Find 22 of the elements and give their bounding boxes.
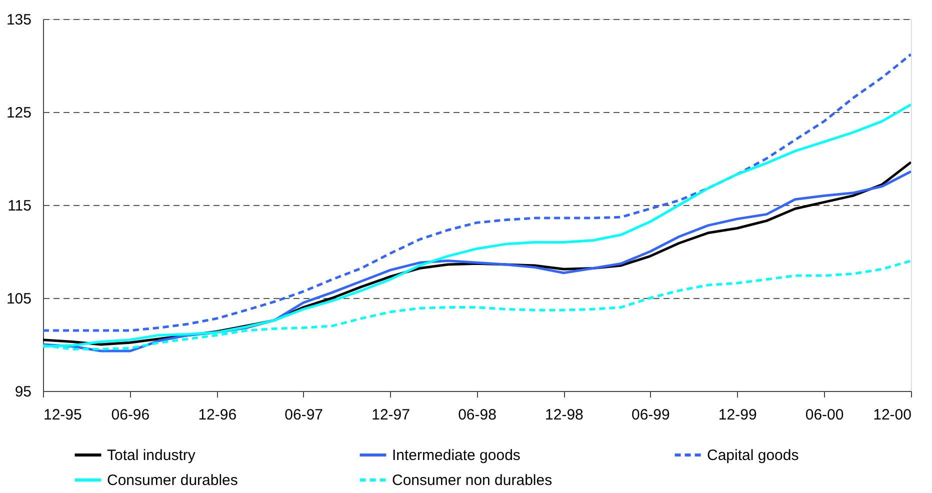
x-tick-label: 12-98 [545, 406, 584, 424]
x-tick-label: 06-98 [458, 406, 496, 424]
legend-label: Total industry [107, 447, 196, 464]
y-tick-label: 95 [14, 384, 32, 400]
x-tick-label: 06-00 [805, 406, 844, 424]
y-tick-label: 135 [6, 12, 32, 28]
x-tick-label: 12-99 [718, 406, 757, 424]
x-tick-label: 06-97 [284, 406, 324, 424]
line-series [43, 53, 911, 332]
x-tick-label: 12-96 [198, 406, 237, 424]
y-tick-label: 125 [6, 104, 32, 122]
y-tick-label: 105 [6, 290, 32, 308]
y-tick-label: 115 [8, 198, 32, 214]
legend-label: Consumer durables [107, 472, 238, 489]
x-tick-label: 06-99 [631, 406, 670, 424]
x-tick-label: 12-00 [873, 406, 912, 424]
x-tick-label: 12-95 [44, 406, 82, 424]
legend-label: Capital goods [707, 447, 799, 464]
legend-label: Consumer non durables [392, 472, 552, 489]
legend-label: Intermediate goods [392, 447, 520, 464]
x-tick-label: 06-96 [111, 406, 150, 424]
x-tick-label: 12-97 [372, 406, 410, 424]
